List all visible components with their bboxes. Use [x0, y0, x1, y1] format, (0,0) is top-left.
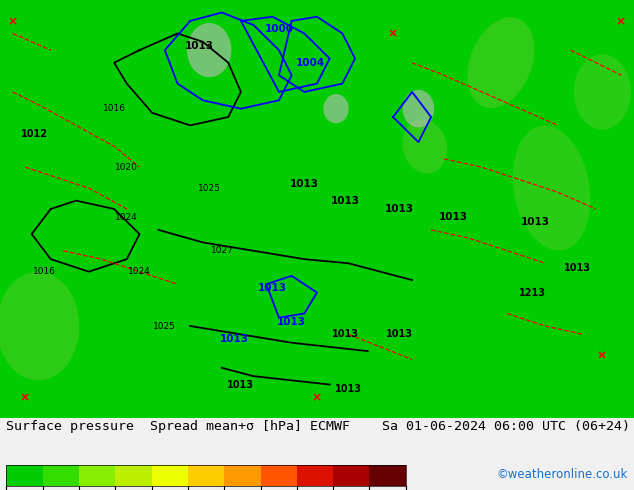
Bar: [370, 465, 406, 487]
Ellipse shape: [0, 271, 79, 380]
Bar: [79, 465, 115, 487]
Text: 1013: 1013: [290, 179, 319, 189]
Bar: [224, 465, 261, 487]
Text: 1024: 1024: [115, 213, 138, 222]
Text: 1013: 1013: [185, 41, 214, 51]
Text: 1025: 1025: [153, 321, 176, 331]
Bar: [115, 465, 152, 487]
Text: 1027: 1027: [210, 246, 233, 255]
Bar: [333, 465, 370, 487]
Text: 1024: 1024: [128, 267, 151, 276]
Text: 1025: 1025: [198, 184, 221, 193]
Text: 1004: 1004: [296, 58, 325, 68]
Text: Surface pressure  Spread mean+σ [hPa] ECMWF    Sa 01-06-2024 06:00 UTC (06+24): Surface pressure Spread mean+σ [hPa] ECM…: [6, 420, 630, 433]
Text: 1016: 1016: [33, 267, 56, 276]
Ellipse shape: [187, 23, 231, 77]
Text: 1013: 1013: [385, 204, 414, 214]
Text: 1013: 1013: [564, 263, 590, 272]
Text: 1013: 1013: [331, 196, 360, 206]
Text: 1020: 1020: [115, 163, 138, 172]
Bar: [297, 465, 333, 487]
Text: 1013: 1013: [220, 334, 249, 343]
Text: 1013: 1013: [521, 217, 550, 226]
Text: 1016: 1016: [103, 104, 126, 113]
Bar: [6, 465, 406, 487]
Ellipse shape: [403, 90, 434, 127]
Text: 1013: 1013: [228, 380, 254, 390]
Bar: [261, 465, 297, 487]
Text: 1013: 1013: [277, 317, 306, 327]
Text: 1012: 1012: [22, 129, 48, 139]
Text: 1013: 1013: [258, 283, 287, 294]
Text: ©weatheronline.co.uk: ©weatheronline.co.uk: [496, 467, 628, 481]
Text: 1000: 1000: [264, 24, 294, 34]
Text: 1013: 1013: [332, 329, 359, 340]
Text: 1013: 1013: [335, 384, 362, 393]
Bar: [6, 465, 42, 487]
Bar: [152, 465, 188, 487]
Bar: [188, 465, 224, 487]
Ellipse shape: [403, 119, 447, 173]
Ellipse shape: [513, 125, 590, 250]
Text: 1013: 1013: [439, 212, 468, 222]
Ellipse shape: [323, 94, 349, 123]
Ellipse shape: [574, 54, 631, 129]
Ellipse shape: [467, 17, 534, 108]
Text: 1213: 1213: [519, 288, 546, 297]
Bar: [42, 465, 79, 487]
Text: 1013: 1013: [386, 329, 413, 340]
